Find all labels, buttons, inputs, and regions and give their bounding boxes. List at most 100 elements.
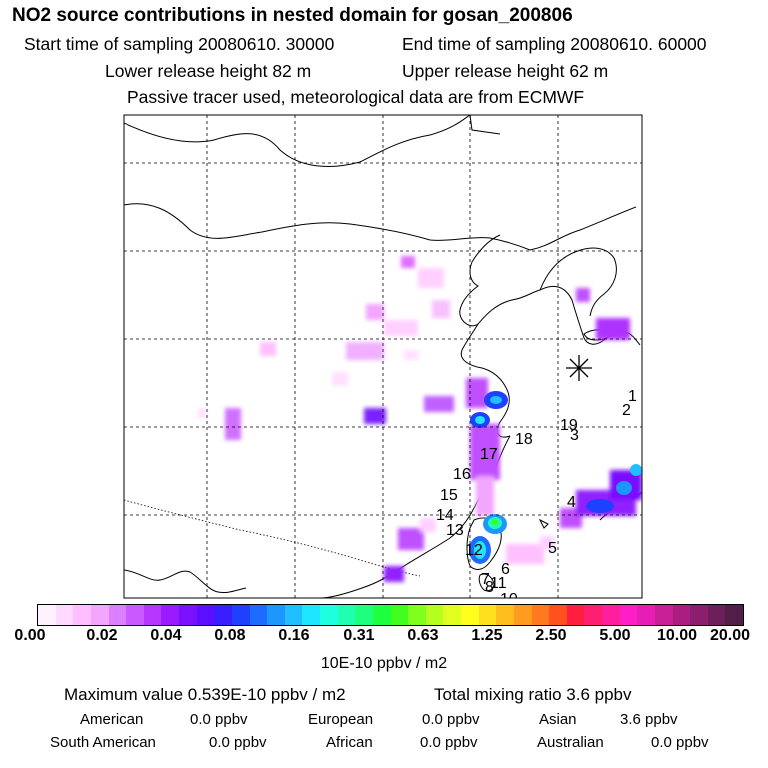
colorbar-swatch	[707, 605, 726, 625]
concentration-field	[198, 256, 642, 582]
colorbar-tick-label: 20.00	[709, 627, 751, 644]
max-value: Maximum value 0.539E-10 ppbv / m2	[64, 685, 346, 704]
colorbar-tick-label: 10.00	[656, 627, 698, 644]
colorbar-tick-label: 0.04	[150, 627, 182, 644]
region-label-african: African	[326, 734, 373, 751]
colorbar-swatch	[425, 605, 444, 625]
plot-title: NO2 source contributions in nested domai…	[12, 5, 573, 26]
point-label: 13	[446, 522, 464, 539]
colorbar-unit: 10E-10 ppbv / m2	[320, 655, 448, 672]
lower-release-height: Lower release height 82 m	[105, 61, 312, 81]
colorbar-swatch	[584, 605, 602, 625]
region-value-african: 0.0 ppbv	[420, 734, 478, 751]
colorbar-swatch	[602, 605, 620, 625]
colorbar-tick-label: 0.63	[407, 627, 439, 644]
colorbar-swatch	[55, 605, 74, 625]
region-label-south-american: South American	[50, 734, 156, 751]
point-label: 1	[628, 388, 637, 405]
point-label: 4	[567, 494, 576, 511]
colorbar	[37, 604, 744, 626]
colorbar-swatch	[654, 605, 673, 625]
point-label: 11	[490, 575, 507, 592]
colorbar-tick-label: 0.31	[343, 627, 375, 644]
region-value-asian: 3.6 ppbv	[620, 711, 678, 728]
colorbar-swatch	[249, 605, 268, 625]
map-plot-area	[124, 115, 642, 598]
tracer-note: Passive tracer used, meteorological data…	[127, 87, 585, 107]
start-time: Start time of sampling 20080610. 30000	[24, 34, 335, 54]
colorbar-tick-label: 5.00	[599, 627, 631, 644]
colorbar-swatch	[725, 605, 743, 625]
region-label-asian: Asian	[539, 711, 577, 728]
point-label: 19	[560, 417, 578, 434]
colorbar-tick-label: 1.25	[471, 627, 503, 644]
coastline	[124, 115, 642, 598]
colorbar-swatch	[302, 605, 320, 625]
colorbar-swatch	[355, 605, 373, 625]
colorbar-swatch	[690, 605, 708, 625]
colorbar-tick-label: 0.16	[278, 627, 310, 644]
colorbar-swatch	[196, 605, 215, 625]
region-value-australian: 0.0 ppbv	[651, 734, 709, 751]
map-frame	[123, 114, 643, 599]
point-label: 17	[480, 446, 498, 463]
hotspots	[469, 391, 642, 564]
colorbar-tick-label: 0.08	[214, 627, 246, 644]
point-label: 3	[570, 427, 579, 444]
colorbar-swatch	[531, 605, 550, 625]
colorbar-swatch	[73, 605, 91, 625]
colorbar-swatch	[549, 605, 567, 625]
colorbar-swatch	[337, 605, 356, 625]
upper-release-height: Upper release height 62 m	[402, 61, 609, 81]
point-labels: 1 2 19 3 18 17 16 15 14 13 4 5 12 6 7 8 …	[436, 388, 637, 608]
total-mixing-ratio: Total mixing ratio 3.6 ppbv	[434, 685, 632, 704]
colorbar-swatch	[143, 605, 162, 625]
point-label: 2	[622, 402, 631, 419]
colorbar-swatch	[513, 605, 532, 625]
colorbar-swatch	[566, 605, 585, 625]
colorbar-swatch	[284, 605, 303, 625]
country-borders	[124, 499, 421, 577]
region-label-american: American	[80, 711, 144, 728]
colorbar-tick-label: 0.02	[86, 627, 118, 644]
colorbar-tick-label: 0.00	[14, 627, 46, 644]
colorbar-swatch	[390, 605, 409, 625]
receptor-star-icon	[566, 355, 592, 381]
region-value-south-american: 0.0 ppbv	[209, 734, 267, 751]
point-label: 16	[453, 466, 471, 483]
colorbar-swatch	[179, 605, 197, 625]
colorbar-swatch	[408, 605, 426, 625]
colorbar-swatch	[372, 605, 391, 625]
colorbar-swatch	[461, 605, 479, 625]
colorbar-swatch	[478, 605, 497, 625]
point-label: 5	[548, 540, 557, 557]
point-label: 12	[465, 542, 483, 559]
colorbar-swatch	[231, 605, 250, 625]
colorbar-swatch	[90, 605, 109, 625]
colorbar-swatch	[619, 605, 638, 625]
point-label: 8	[485, 579, 494, 596]
point-label: 14	[436, 507, 454, 524]
colorbar-swatch	[108, 605, 127, 625]
colorbar-swatch	[214, 605, 232, 625]
colorbar-swatch	[637, 605, 655, 625]
colorbar-swatch	[443, 605, 461, 625]
colorbar-swatch	[126, 605, 144, 625]
point-label: 15	[440, 487, 458, 504]
point-label: 10	[500, 591, 518, 608]
point-label: 18	[515, 431, 533, 448]
colorbar-swatch	[38, 605, 56, 625]
colorbar-swatch	[161, 605, 179, 625]
end-time: End time of sampling 20080610. 60000	[402, 34, 707, 54]
region-label-european: European	[308, 711, 374, 728]
region-label-australian: Australian	[537, 734, 604, 751]
region-value-american: 0.0 ppbv	[190, 711, 248, 728]
point-label: 6	[501, 561, 510, 578]
colorbar-swatch	[320, 605, 338, 625]
colorbar-swatch	[672, 605, 691, 625]
point-label: 7	[481, 571, 490, 588]
colorbar-swatch	[267, 605, 285, 625]
map-gridlines	[124, 115, 642, 598]
colorbar-swatch	[496, 605, 514, 625]
